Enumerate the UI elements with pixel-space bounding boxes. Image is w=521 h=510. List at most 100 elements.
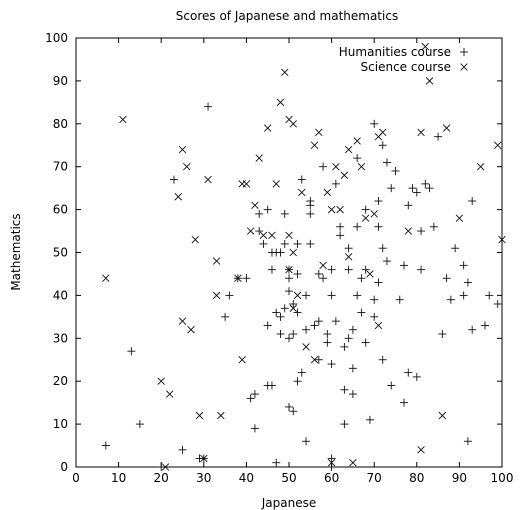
humanities-point	[246, 394, 255, 403]
humanities-point	[297, 368, 306, 377]
humanities-point	[225, 291, 234, 300]
science-point	[281, 68, 289, 77]
humanities-point	[302, 291, 311, 300]
science-point	[272, 180, 280, 188]
humanities-point	[157, 463, 166, 471]
y-tick-label: 50	[53, 246, 68, 260]
humanities-point	[323, 330, 332, 339]
humanities-point	[370, 295, 379, 304]
humanities-point	[289, 299, 298, 308]
science-point	[344, 145, 353, 154]
humanities-point	[314, 355, 323, 364]
humanities-point	[370, 119, 379, 128]
science-point	[212, 257, 221, 265]
legend-label-humanities: Humanities course	[339, 45, 451, 59]
humanities-point	[391, 166, 400, 175]
humanities-point	[340, 420, 349, 429]
science-point	[234, 274, 242, 282]
humanities-point	[306, 239, 315, 248]
humanities-point	[267, 265, 276, 274]
science-point	[417, 446, 425, 454]
legend-plus-symbol	[460, 48, 468, 56]
x-tick-label: 60	[324, 471, 339, 485]
humanities-point	[327, 360, 336, 369]
humanities-point	[434, 132, 443, 141]
humanities-point	[276, 312, 285, 321]
y-tick-label: 80	[53, 117, 68, 131]
humanities-point	[378, 244, 387, 253]
legend: Humanities course Science course	[339, 45, 468, 74]
humanities-point	[178, 445, 187, 454]
humanities-point	[255, 227, 264, 236]
humanities-point	[348, 390, 357, 399]
science-point	[178, 145, 187, 154]
humanities-point	[293, 269, 302, 278]
science-point	[285, 231, 293, 240]
science-point	[178, 317, 187, 325]
humanities-point	[459, 291, 468, 300]
science-point	[361, 214, 370, 222]
humanities-point	[127, 347, 136, 356]
humanities-point	[340, 385, 349, 394]
science-point	[327, 205, 336, 214]
y-tick-label: 20	[53, 374, 68, 388]
science-point	[183, 162, 191, 171]
y-tick-label: 70	[53, 160, 68, 174]
science-point	[315, 128, 323, 137]
science-point	[366, 270, 374, 278]
science-point	[242, 180, 251, 188]
science-point	[344, 253, 353, 261]
humanities-point	[463, 278, 472, 287]
humanities-point	[400, 398, 409, 407]
science-point	[285, 265, 293, 274]
legend-x-symbol	[460, 63, 468, 71]
science-point	[289, 304, 297, 312]
science-point	[255, 154, 263, 162]
humanities-point	[374, 222, 383, 231]
humanities-point	[272, 458, 281, 467]
humanities-point	[451, 244, 460, 253]
humanities-point	[421, 179, 430, 188]
humanities-point	[353, 154, 362, 163]
x-tick-label: 20	[154, 471, 169, 485]
x-axis: 0 10 20 30 40 50 60 70 80 90 100	[72, 38, 513, 485]
humanities-point	[378, 141, 387, 150]
science-point	[476, 162, 485, 171]
humanities-point	[357, 308, 366, 317]
science-point	[187, 326, 195, 334]
humanities-point	[285, 287, 293, 296]
humanities-point	[382, 257, 391, 266]
science-point	[289, 248, 297, 257]
humanities-point	[344, 334, 353, 343]
science-point	[438, 411, 447, 420]
data-points	[101, 42, 506, 471]
x-tick-label: 10	[111, 471, 126, 485]
humanities-point	[272, 308, 281, 317]
humanities-point	[302, 437, 311, 446]
humanities-point	[493, 299, 502, 308]
humanities-point	[314, 269, 323, 278]
humanities-point	[417, 227, 426, 236]
science-point	[161, 463, 170, 471]
humanities-point	[361, 205, 370, 214]
science-point	[421, 42, 430, 51]
x-tick-label: 90	[452, 471, 467, 485]
humanities-point	[293, 308, 302, 317]
x-tick-label: 100	[491, 471, 514, 485]
science-point	[417, 128, 425, 137]
humanities-point	[395, 295, 404, 304]
humanities-point	[242, 274, 251, 283]
humanities-point	[459, 261, 468, 270]
science-point	[349, 458, 357, 467]
science-point	[404, 227, 412, 235]
science-point	[374, 321, 383, 330]
plot-frame	[75, 37, 503, 468]
humanities-point	[297, 175, 306, 184]
humanities-point	[382, 158, 391, 167]
legend-marker-x	[460, 63, 468, 71]
humanities-point	[361, 265, 370, 274]
science-point	[119, 115, 127, 124]
humanities-point	[438, 330, 447, 339]
humanities-point	[276, 248, 285, 257]
